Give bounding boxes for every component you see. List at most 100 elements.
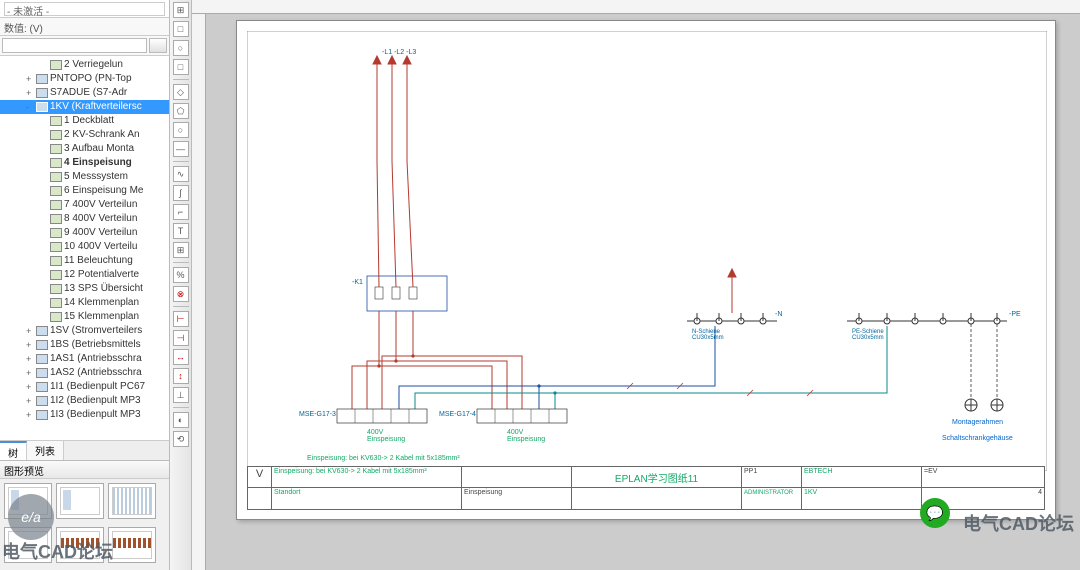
tree-label: 15 Klemmenplan xyxy=(64,310,139,324)
tree-folder[interactable]: -1KV (Kraftverteilersc xyxy=(0,100,169,114)
tree-folder[interactable]: +1SV (Stromverteilers xyxy=(0,324,169,338)
expand-icon[interactable]: + xyxy=(26,338,36,352)
tree-label: 11 Beleuchtung xyxy=(64,254,133,268)
tree-page[interactable]: 8 400V Verteilun xyxy=(0,212,169,226)
page-icon xyxy=(50,242,62,252)
draw-toolbar: ⊞ □ ○ □ ◇ ⬠ ○ ― ∿ ∫ ⌐ T ⊞% ⊗ ⊢ ⊣ ↔ ↕ ⊥ ◐ ⟲ xyxy=(170,0,192,570)
tb-title: EPLAN学习图纸11 xyxy=(572,467,742,487)
tree-folder[interactable]: +1I2 (Bedienpult MP3 xyxy=(0,394,169,408)
drawing-area: -L1 -L2 -L3 -K1 MSE-G17-3 400VEinspeisun… xyxy=(192,0,1080,570)
tool-button[interactable]: ↔ xyxy=(173,349,189,365)
toolbar-separator xyxy=(173,79,189,80)
tab-list[interactable]: 列表 xyxy=(27,441,64,460)
tree-folder[interactable]: +1I3 (Bedienpult MP3 xyxy=(0,408,169,422)
watermark-text-left: 电气CAD论坛 xyxy=(2,538,113,564)
page-icon xyxy=(50,158,62,168)
tree-page[interactable]: 11 Beleuchtung xyxy=(0,254,169,268)
expand-icon[interactable]: + xyxy=(26,408,36,422)
tool-button[interactable]: ○ xyxy=(173,40,189,56)
tool-button[interactable]: ⊣ xyxy=(173,330,189,346)
tree-folder[interactable]: +PNTOPO (PN-Top xyxy=(0,72,169,86)
filter-dropdown[interactable]: - 未激活 - xyxy=(4,2,165,16)
tool-button[interactable]: ⊢ xyxy=(173,311,189,327)
expand-icon[interactable]: + xyxy=(26,366,36,380)
tree-folder[interactable]: +S7ADUE (S7-Adr xyxy=(0,86,169,100)
folder-icon xyxy=(36,354,48,364)
tree-tabs: 树 列表 xyxy=(0,440,169,460)
tree-folder[interactable]: +1AS1 (Antriebsschra xyxy=(0,352,169,366)
drawing-paper: -L1 -L2 -L3 -K1 MSE-G17-3 400VEinspeisun… xyxy=(236,20,1056,520)
page-icon xyxy=(50,214,62,224)
expand-icon[interactable]: + xyxy=(26,394,36,408)
tab-tree[interactable]: 树 xyxy=(0,441,27,460)
search-input[interactable] xyxy=(2,38,147,53)
tree-page[interactable]: 14 Klemmenplan xyxy=(0,296,169,310)
search-row xyxy=(0,36,169,56)
expand-icon[interactable]: + xyxy=(26,324,36,338)
tree-page[interactable]: 10 400V Verteilu xyxy=(0,240,169,254)
tree-folder[interactable]: +1I1 (Bedienpult PC67 xyxy=(0,380,169,394)
tree-page[interactable]: 6 Einspeisung Me xyxy=(0,184,169,198)
paper-zone[interactable]: -L1 -L2 -L3 -K1 MSE-G17-3 400VEinspeisun… xyxy=(206,14,1080,570)
folder-icon xyxy=(36,74,48,84)
thumb[interactable] xyxy=(108,527,156,563)
tool-button[interactable]: ⟲ xyxy=(173,431,189,447)
thumb[interactable] xyxy=(108,483,156,519)
tool-button[interactable]: ◇ xyxy=(173,84,189,100)
expand-icon[interactable]: + xyxy=(26,72,36,86)
tool-button[interactable]: ↕ xyxy=(173,368,189,384)
tree-label: 13 SPS Übersicht xyxy=(64,282,143,296)
term-left-sub: 400VEinspeisung xyxy=(367,429,405,443)
tree-page[interactable]: 12 Potentialverte xyxy=(0,268,169,282)
tree-page[interactable]: 2 KV-Schrank An xyxy=(0,128,169,142)
page-icon xyxy=(50,116,62,126)
tree-page[interactable]: 7 400V Verteilun xyxy=(0,198,169,212)
tool-button[interactable]: T xyxy=(173,223,189,239)
tree-folder[interactable]: +1BS (Betriebsmittels xyxy=(0,338,169,352)
tool-button[interactable]: ⊞ xyxy=(173,2,189,18)
tree-folder[interactable]: +1AS2 (Antriebsschra xyxy=(0,366,169,380)
tree-page[interactable]: 9 400V Verteilun xyxy=(0,226,169,240)
tool-button[interactable]: % xyxy=(173,267,189,283)
tree-page[interactable]: 1 Deckblatt xyxy=(0,114,169,128)
expand-icon[interactable]: + xyxy=(26,86,36,100)
tree-label: 1BS (Betriebsmittels xyxy=(50,338,141,352)
page-tree[interactable]: 2 Verriegelun+PNTOPO (PN-Top+S7ADUE (S7-… xyxy=(0,56,169,440)
feed-note: Einspeisung: bei KV630-> 2 Kabel mit 5x1… xyxy=(307,455,460,462)
tool-button[interactable]: ― xyxy=(173,141,189,157)
tb-loc: Standort xyxy=(272,488,462,509)
term-left-label: MSE-G17-3 xyxy=(299,411,336,418)
tree-page[interactable]: 13 SPS Übersicht xyxy=(0,282,169,296)
tool-button[interactable]: □ xyxy=(173,21,189,37)
tree-label: 1AS1 (Antriebsschra xyxy=(50,352,142,366)
value-row: 数值: (V) xyxy=(0,18,169,36)
tool-button[interactable]: ⌐ xyxy=(173,204,189,220)
expand-icon[interactable]: + xyxy=(26,352,36,366)
thumb[interactable] xyxy=(56,483,104,519)
expand-icon[interactable]: + xyxy=(26,380,36,394)
tool-button[interactable]: □ xyxy=(173,59,189,75)
page-icon xyxy=(50,270,62,280)
watermark-logo-icon: e/a xyxy=(8,494,54,540)
tool-button[interactable]: ○ xyxy=(173,122,189,138)
search-go-button[interactable] xyxy=(149,38,167,53)
tree-page[interactable]: 15 Klemmenplan xyxy=(0,310,169,324)
tree-page[interactable]: 2 Verriegelun xyxy=(0,58,169,72)
tb-rev: 1KV xyxy=(802,488,922,509)
toolbar-separator xyxy=(173,306,189,307)
filter-bar: - 未激活 - xyxy=(0,0,169,18)
expand-icon[interactable]: - xyxy=(26,100,36,114)
term-right-sub: 400VEinspeisung xyxy=(507,429,545,443)
folder-icon xyxy=(36,396,48,406)
tree-label: 1SV (Stromverteilers xyxy=(50,324,142,338)
tool-button[interactable]: ⊞ xyxy=(173,242,189,258)
tool-button[interactable]: ∿ xyxy=(173,166,189,182)
tool-button[interactable]: ⬠ xyxy=(173,103,189,119)
tree-page[interactable]: 3 Aufbau Monta xyxy=(0,142,169,156)
tool-button[interactable]: ◐ xyxy=(173,412,189,428)
tree-page[interactable]: 4 Einspeisung xyxy=(0,156,169,170)
tool-button[interactable]: ⊥ xyxy=(173,387,189,403)
tool-button[interactable]: ∫ xyxy=(173,185,189,201)
tool-button[interactable]: ⊗ xyxy=(173,286,189,302)
tree-page[interactable]: 5 Messsystem xyxy=(0,170,169,184)
